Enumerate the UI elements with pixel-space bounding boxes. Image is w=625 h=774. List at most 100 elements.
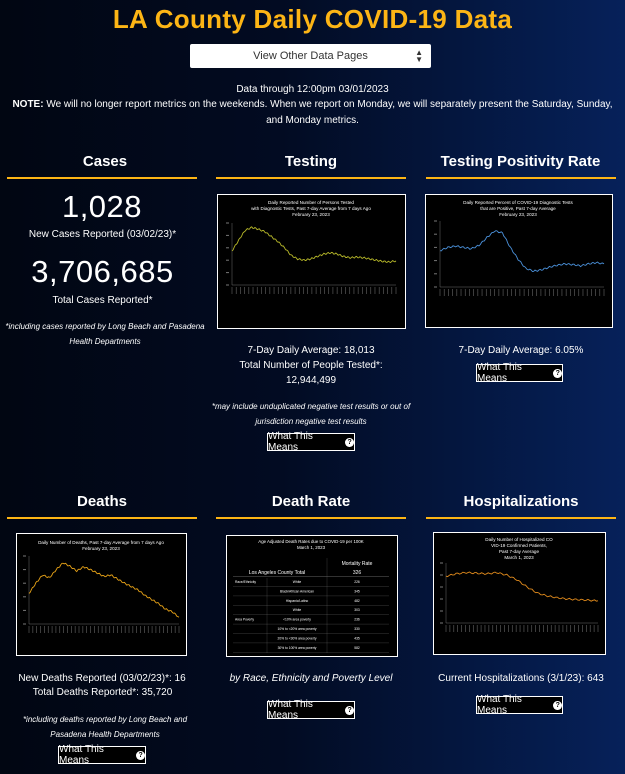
positivity-x-tick-label — [481, 289, 483, 296]
deaths-chart-plot — [23, 555, 180, 633]
testing-x-tick-label — [269, 287, 271, 294]
hosp-x-tick-label — [582, 625, 583, 632]
positivity-x-tick-label — [469, 289, 470, 296]
testing-chart[interactable]: Daily Reported Number of Persons Tested … — [217, 194, 406, 329]
testing-y-tick — [226, 284, 229, 286]
death-rate-group-label: Area Poverty — [235, 618, 254, 622]
hosp-x-tick-label — [597, 625, 599, 632]
positivity-x-tick-label — [528, 289, 529, 296]
hosp-x-tick-label — [519, 625, 521, 632]
death-rate-what-this-means-button[interactable]: What This Means? — [267, 699, 355, 721]
testing-x-tick-label — [315, 287, 317, 294]
death-rate-title: Death Rate — [271, 493, 351, 510]
death-rate-divider — [216, 517, 406, 519]
deaths-chart-title-1: Daily Number of Deaths, Past 7-day Avera… — [38, 540, 164, 545]
death-rate-value: 226 — [354, 580, 360, 584]
deaths-x-tick-label — [63, 626, 64, 633]
testing-x-tick-label — [391, 287, 393, 294]
positivity-x-tick-label — [591, 289, 592, 296]
death-rate-caption: by Race, Ethnicity and Poverty Level — [229, 673, 393, 684]
positivity-chart-plot — [434, 220, 605, 296]
testing-x-tick-label — [387, 287, 388, 294]
deaths-button-label: What This Means — [59, 744, 104, 766]
positivity-x-tick-label — [557, 289, 559, 296]
testing-x-tick-label — [345, 287, 346, 294]
testing-x-tick-label — [277, 287, 279, 294]
testing-y-tick — [226, 272, 229, 274]
deaths-what-this-means-button[interactable]: What This Means? — [58, 744, 146, 766]
dropdown-label: View Other Data Pages — [253, 50, 368, 62]
help-icon: ? — [136, 750, 145, 760]
deaths-y-tick — [23, 582, 26, 584]
hosp-x-tick-label — [554, 625, 556, 632]
positivity-chart-title-3: February 23, 2023 — [499, 212, 537, 217]
positivity-chart[interactable]: Daily Reported Percent of COVID-19 Diagn… — [425, 194, 613, 328]
hosp-x-tick-label — [578, 625, 579, 632]
death-rate-table[interactable]: Age Adjusted Death Rates due to COVID-19… — [226, 535, 398, 657]
hospitalizations-chart[interactable]: Daily Number of Hospitalized CO VID-19 C… — [433, 532, 606, 655]
positivity-x-tick-label — [498, 289, 500, 296]
testing-y-tick — [226, 259, 229, 261]
death-rate-total-value: 326 — [353, 570, 362, 576]
deaths-x-tick-label — [124, 626, 126, 633]
testing-x-tick-label — [303, 287, 304, 294]
positivity-x-tick-label — [532, 289, 533, 296]
positivity-x-tick-label — [544, 289, 546, 296]
positivity-x-tick-label — [519, 289, 521, 296]
positivity-x-tick-label — [582, 289, 584, 296]
testing-chart-title-3: February 23, 2023 — [292, 212, 330, 217]
positivity-x-tick-label — [574, 289, 575, 296]
deaths-x-tick-label — [167, 626, 168, 633]
positivity-x-tick-label — [578, 289, 580, 296]
new-cases-label: New Cases Reported (03/02/23)* — [28, 229, 177, 240]
testing-series-line — [231, 226, 397, 264]
positivity-title: Testing Positivity Rate — [440, 153, 601, 170]
testing-x-tick-label — [298, 287, 300, 294]
data-pages-dropdown[interactable]: View Other Data Pages ▲ ▼ — [190, 44, 431, 68]
positivity-x-tick-label — [464, 289, 466, 296]
deaths-x-tick-label — [71, 626, 72, 633]
deaths-x-tick-label — [101, 626, 103, 633]
new-cases-value: 1,028 — [61, 189, 143, 224]
positivity-x-tick-label — [473, 289, 474, 296]
positivity-x-tick-label — [565, 289, 567, 296]
help-icon: ? — [345, 437, 354, 447]
deaths-x-tick-label — [151, 626, 153, 633]
deaths-x-tick-label — [90, 626, 91, 633]
current-hospitalizations: Current Hospitalizations (3/1/23): 643 — [438, 673, 604, 684]
death-rate-value: 330 — [354, 627, 360, 631]
note-label: NOTE: — [12, 99, 44, 110]
hosp-x-tick-label — [488, 625, 490, 632]
positivity-what-this-means-button[interactable]: What This Means? — [476, 362, 563, 384]
help-icon: ? — [345, 705, 354, 715]
positivity-y-tick — [434, 220, 437, 222]
deaths-y-tick — [23, 555, 26, 557]
deaths-x-tick-label — [163, 626, 164, 633]
hospitalizations-what-this-means-button[interactable]: What This Means? — [476, 694, 563, 716]
deaths-x-tick-label — [117, 626, 118, 633]
testing-average: 7-Day Daily Average: 18,013 — [247, 345, 375, 356]
positivity-x-tick-label — [595, 289, 596, 296]
testing-chart-plot — [226, 222, 397, 294]
death-rate-total-label: Los Angeles County Total — [249, 570, 305, 576]
positivity-y-tick — [434, 246, 437, 248]
help-icon: ? — [553, 700, 562, 710]
deaths-chart[interactable]: Daily Number of Deaths, Past 7-day Avera… — [16, 533, 187, 656]
hosp-x-tick-label — [558, 625, 560, 632]
testing-divider — [216, 177, 406, 179]
testing-chart-title-2: with Diagnostic Tests, Past 7-day Averag… — [251, 206, 371, 211]
deaths-divider — [7, 517, 197, 519]
hosp-x-tick-label — [527, 625, 529, 632]
hosp-x-tick-label — [550, 625, 552, 632]
death-rate-category: Hispanic/Latino — [286, 599, 309, 603]
hosp-chart-title-4: March 1, 2023 — [504, 555, 534, 560]
new-deaths-line: New Deaths Reported (03/02/23)*: 16 — [18, 673, 186, 684]
positivity-x-tick-label — [540, 289, 542, 296]
positivity-x-tick-label — [536, 289, 538, 296]
hosp-x-tick-label — [515, 625, 517, 632]
testing-what-this-means-button[interactable]: What This Means? — [267, 431, 355, 453]
testing-x-tick-label — [320, 287, 321, 294]
death-rate-group-label: Race/Ethnicity — [235, 580, 256, 584]
deaths-x-tick-label — [144, 626, 145, 633]
positivity-x-tick-label — [599, 289, 601, 296]
